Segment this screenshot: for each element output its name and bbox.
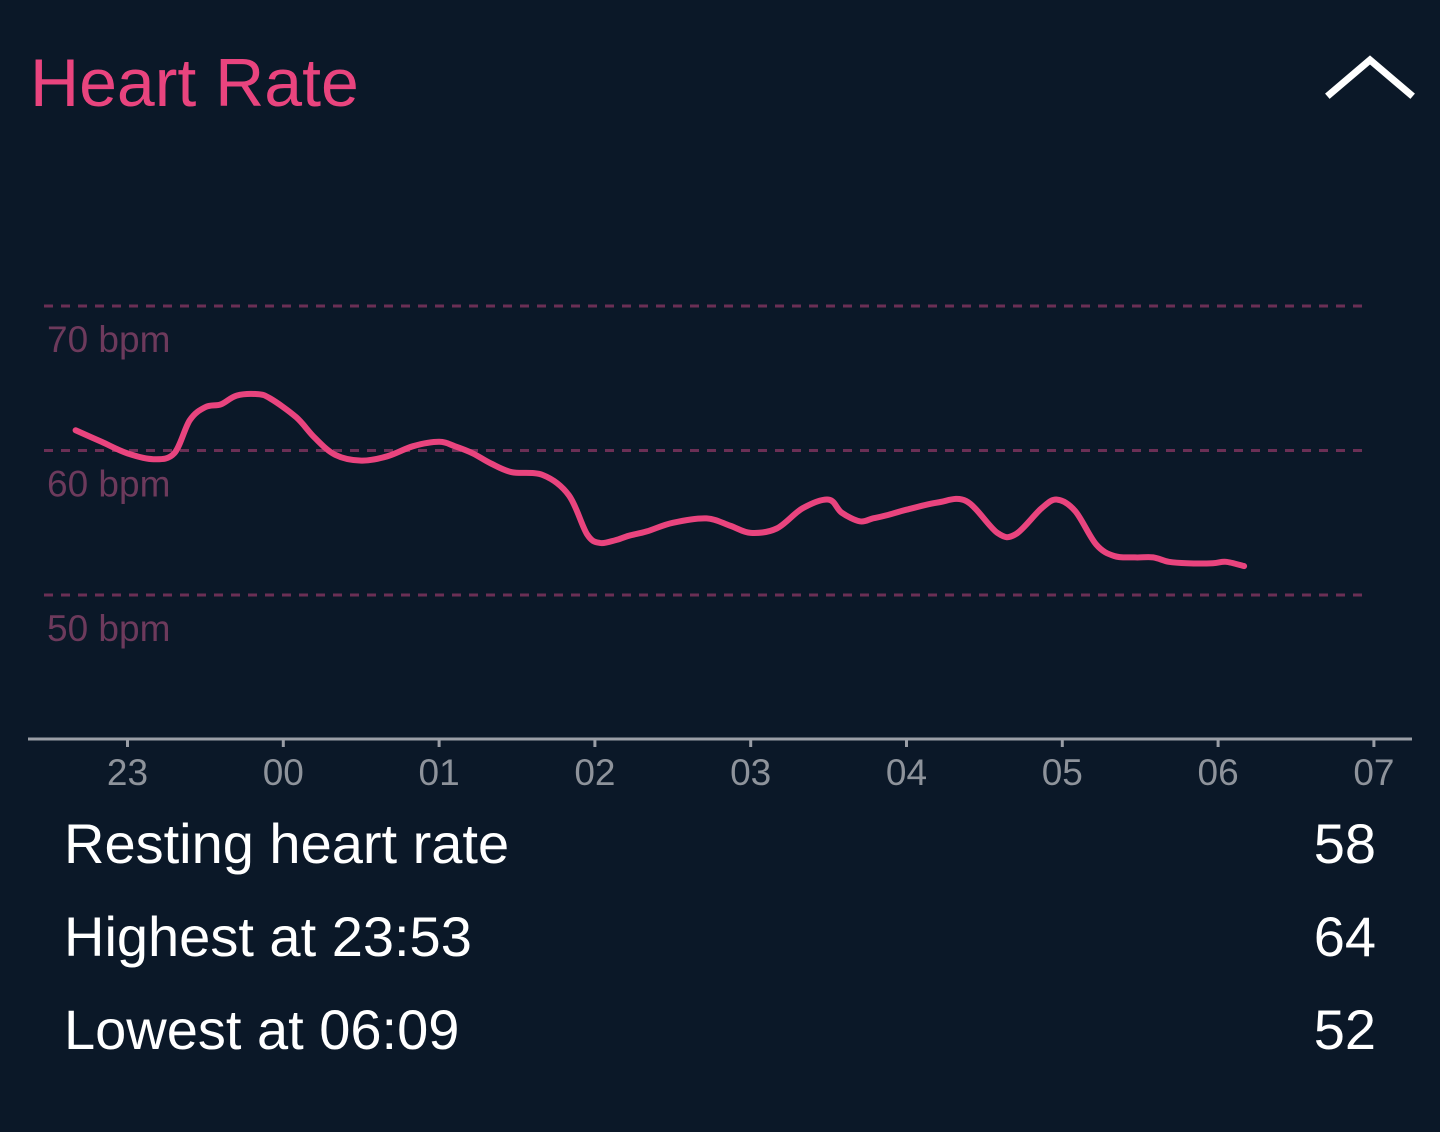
stat-row-highest: Highest at 23:53 64	[64, 899, 1376, 992]
gridlines: 70 bpm 60 bpm 50 bpm	[44, 304, 1362, 649]
stat-row-lowest: Lowest at 06:09 52	[64, 992, 1376, 1085]
x-tick-label: 00	[263, 752, 304, 793]
x-tick-label: 06	[1198, 752, 1239, 793]
gridline-label: 60 bpm	[47, 464, 170, 505]
heart-rate-series	[72, 390, 1248, 570]
stat-label: Resting heart rate	[64, 812, 510, 875]
stat-value: 58	[1313, 812, 1376, 875]
x-tick-label: 23	[107, 752, 148, 793]
collapse-button[interactable]	[1318, 46, 1422, 116]
stat-value: 64	[1313, 905, 1376, 968]
x-tick-label: 03	[730, 752, 771, 793]
gridline-label: 50 bpm	[47, 608, 170, 649]
chevron-up-icon	[1325, 55, 1415, 99]
gridline-label: 70 bpm	[47, 319, 170, 360]
stats-list: Resting heart rate 58 Highest at 23:53 6…	[64, 806, 1376, 1085]
x-tick-label: 04	[886, 752, 927, 793]
stat-label: Lowest at 06:09	[64, 998, 460, 1061]
x-tick-label: 07	[1353, 752, 1394, 793]
x-axis: 23 00 01 02 03 04 05 06 07	[28, 737, 1412, 793]
stat-value: 52	[1313, 998, 1376, 1061]
stat-row-resting: Resting heart rate 58	[64, 806, 1376, 899]
x-tick-label: 05	[1042, 752, 1083, 793]
heart-rate-line	[72, 390, 1248, 570]
x-tick-label: 01	[419, 752, 460, 793]
stat-label: Highest at 23:53	[64, 905, 472, 968]
heart-rate-chart: 70 bpm 60 bpm 50 bpm 23 00 01 02 03 04 05 06 07	[28, 304, 1412, 793]
x-tick-label: 02	[574, 752, 615, 793]
page-title: Heart Rate	[30, 45, 359, 121]
